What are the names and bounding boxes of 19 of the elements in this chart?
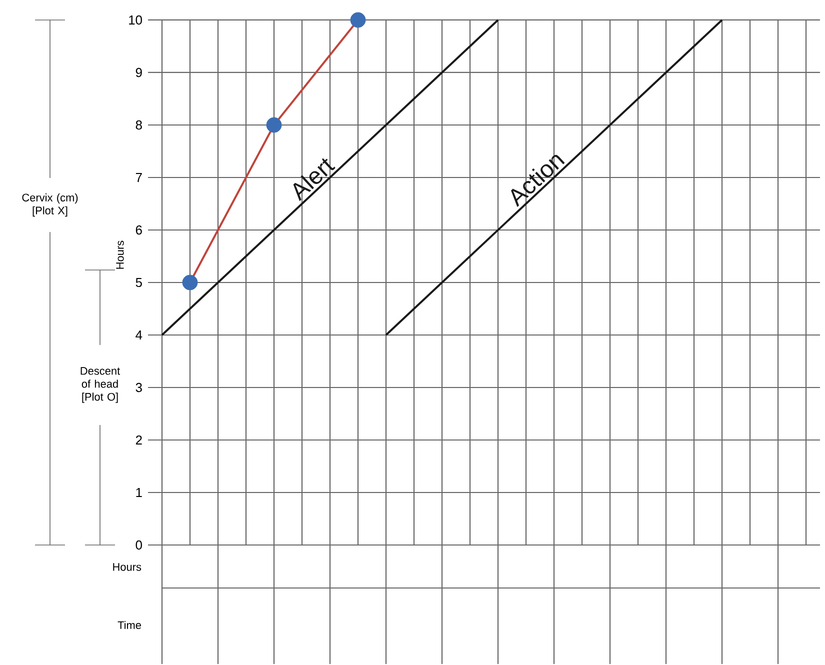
y-tick-label: 10 (129, 16, 142, 25)
y-tick-label: 5 (136, 278, 142, 288)
y-tick-label: 2 (136, 436, 142, 445)
text: Cervix (cm) [Plot X] (22, 194, 78, 217)
y-tick-label: 3 (136, 383, 142, 392)
y-tick-label: 0 (136, 540, 142, 550)
y-tick-label: 8 (136, 120, 142, 130)
point (182, 274, 198, 290)
y-tick-label: 4 (136, 330, 142, 340)
point (350, 12, 366, 28)
point (266, 117, 282, 133)
text: Descent of head [Plot O] (80, 367, 120, 404)
text: Time (118, 621, 141, 630)
y-axis-title: Hours (116, 241, 124, 269)
y-tick-label: 6 (136, 226, 142, 235)
y-tick-label: 9 (136, 68, 142, 78)
y-tick-label: 1 (136, 488, 142, 498)
text: Hours (113, 563, 142, 572)
y-tick-label: 7 (136, 173, 142, 182)
